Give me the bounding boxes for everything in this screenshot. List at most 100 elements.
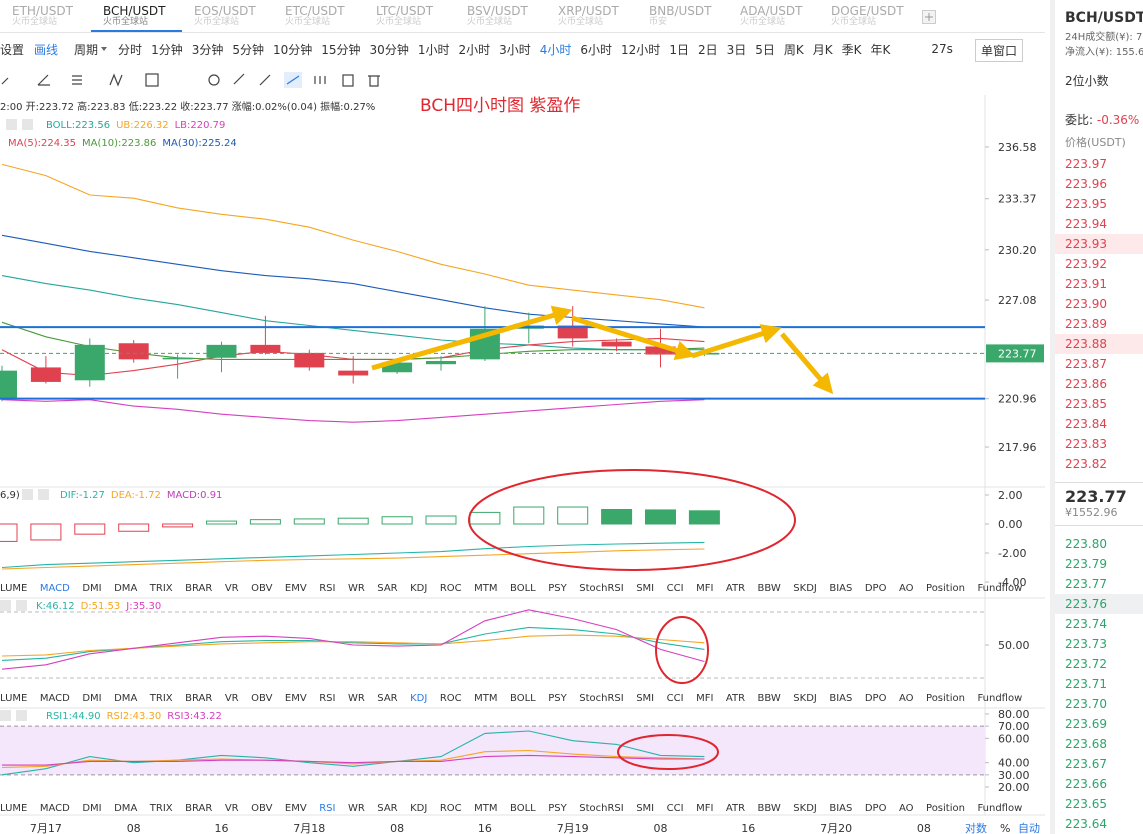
indicator-tab[interactable]: LUME [0,693,27,704]
period-option[interactable]: 15分钟 [321,42,361,57]
symbol-tab[interactable]: BNB/USDT 币安 [637,0,728,32]
indicator-tab[interactable]: BBW [758,803,781,814]
indicator-tab[interactable]: Position [926,693,965,704]
indicator-tab[interactable]: BRAR [185,803,212,814]
indicator-tab[interactable]: SKDJ [793,693,817,704]
indicator-tab[interactable]: SAR [377,583,397,594]
indicator-tab[interactable]: MTM [474,693,497,704]
axis-option[interactable]: % [1000,822,1010,834]
tool-icon[interactable] [259,74,271,86]
indicator-tab[interactable]: BBW [758,583,781,594]
indicator-tab[interactable]: WR [348,693,365,704]
indicator-tab[interactable]: OBV [251,583,272,594]
period-menu[interactable]: 周期 [74,42,99,57]
indicator-tab[interactable]: BRAR [185,693,212,704]
axis-option[interactable]: 自动 [1018,822,1040,834]
indicator-tab[interactable]: ATR [726,583,745,594]
indicator-tab[interactable]: SMI [636,803,654,814]
indicator-tab[interactable]: RSI [319,803,335,814]
indicator-tab[interactable]: MACD [40,803,70,814]
indicator-tab[interactable]: MFI [696,693,713,704]
indicator-tab[interactable]: BOLL [510,803,536,814]
period-option[interactable]: 1小时 [417,42,450,57]
indicator-tab[interactable]: DMI [82,803,101,814]
tool-icon[interactable] [233,73,245,85]
period-option[interactable]: 分时 [118,42,143,57]
indicator-tab[interactable]: MTM [474,583,497,594]
indicator-tab[interactable]: VR [225,803,239,814]
indicator-tab[interactable]: DMA [114,693,137,704]
indicator-tab[interactable]: Position [926,583,965,594]
period-option[interactable]: 12小时 [621,42,661,57]
indicator-tab[interactable]: WR [348,583,365,594]
add-tab-button[interactable] [922,10,936,24]
tool-icon[interactable] [145,73,159,87]
period-option[interactable]: 1分钟 [151,42,183,57]
indicator-tab[interactable]: LUME [0,803,27,814]
period-option[interactable]: 2小时 [458,42,491,57]
indicator-tab[interactable]: DMA [114,583,137,594]
decimals-select[interactable]: 2位小数 [1065,74,1109,88]
indicator-tab[interactable]: BRAR [185,583,212,594]
indicator-tab[interactable]: PSY [548,693,567,704]
indicator-tab[interactable]: KDJ [410,583,427,594]
period-option[interactable]: 4小时 [539,42,572,57]
indicator-tab[interactable]: AO [899,693,914,704]
indicator-tab[interactable]: BOLL [510,583,536,594]
period-option[interactable]: 5分钟 [232,42,264,57]
symbol-tab[interactable]: ETC/USDT 火币全球站 [273,0,364,32]
period-option[interactable]: 3日 [726,42,747,57]
tool-icon[interactable] [286,75,300,85]
indicator-tab[interactable]: DMA [114,803,137,814]
indicator-tab[interactable]: StochRSI [579,803,623,814]
indicator-tab[interactable]: RSI [319,693,335,704]
axis-option[interactable]: 对数 [965,821,987,834]
period-option[interactable]: 10分钟 [272,42,313,57]
period-option[interactable]: 年K [870,42,891,57]
symbol-tab[interactable]: EOS/USDT 火币全球站 [182,0,273,32]
indicator-tab[interactable]: MFI [696,803,713,814]
indicator-tab[interactable]: Fundflow [977,583,1022,594]
period-option[interactable]: 3小时 [499,42,531,57]
indicator-tab[interactable]: EMV [285,693,307,704]
settings-button[interactable]: 设置 [0,42,25,57]
period-option[interactable]: 2日 [697,42,718,57]
indicator-tab[interactable]: MACD [40,693,70,704]
tool-icon[interactable] [37,74,50,86]
indicator-tab[interactable]: TRIX [149,583,173,594]
indicator-tab[interactable]: CCI [667,693,684,704]
indicator-tab[interactable]: EMV [285,803,307,814]
indicator-tab[interactable]: CCI [667,803,684,814]
indicator-tab[interactable]: WR [348,803,365,814]
indicator-tab[interactable]: RSI [319,583,335,594]
draw-button[interactable]: 画线 [34,42,59,57]
indicator-tab[interactable]: ROC [440,693,462,704]
indicator-tab[interactable]: ROC [440,803,462,814]
indicator-tab[interactable]: DPO [865,803,887,814]
symbol-tab[interactable]: BCH/USDT 火币全球站 [91,0,182,32]
tool-icon[interactable] [342,74,354,87]
indicator-tab[interactable]: PSY [548,583,567,594]
indicator-tab[interactable]: BBW [758,693,781,704]
period-option[interactable]: 月K [812,42,833,57]
tool-icon[interactable] [368,75,380,87]
indicator-tab[interactable]: MTM [474,803,497,814]
period-option[interactable]: 6小时 [580,42,613,57]
symbol-tab[interactable]: XRP/USDT 火币全球站 [546,0,637,32]
indicator-tab[interactable]: TRIX [149,693,173,704]
symbol-tab[interactable]: ADA/USDT 火币全球站 [728,0,819,32]
indicator-tab[interactable]: DMI [82,583,101,594]
indicator-tab[interactable]: ROC [440,583,462,594]
indicator-tab[interactable]: SAR [377,693,397,704]
indicator-tab[interactable]: CCI [667,583,684,594]
indicator-tab[interactable]: StochRSI [579,693,623,704]
indicator-tab[interactable]: AO [899,803,914,814]
period-option[interactable]: 30分钟 [369,42,409,57]
indicator-tab[interactable]: DMI [82,693,101,704]
symbol-tab[interactable]: BSV/USDT 火币全球站 [455,0,546,32]
tool-icon[interactable] [208,74,220,86]
indicator-tab[interactable]: ATR [726,693,745,704]
indicator-tab[interactable]: EMV [285,583,307,594]
indicator-tab[interactable]: VR [225,693,239,704]
indicator-tab[interactable]: BOLL [510,693,536,704]
